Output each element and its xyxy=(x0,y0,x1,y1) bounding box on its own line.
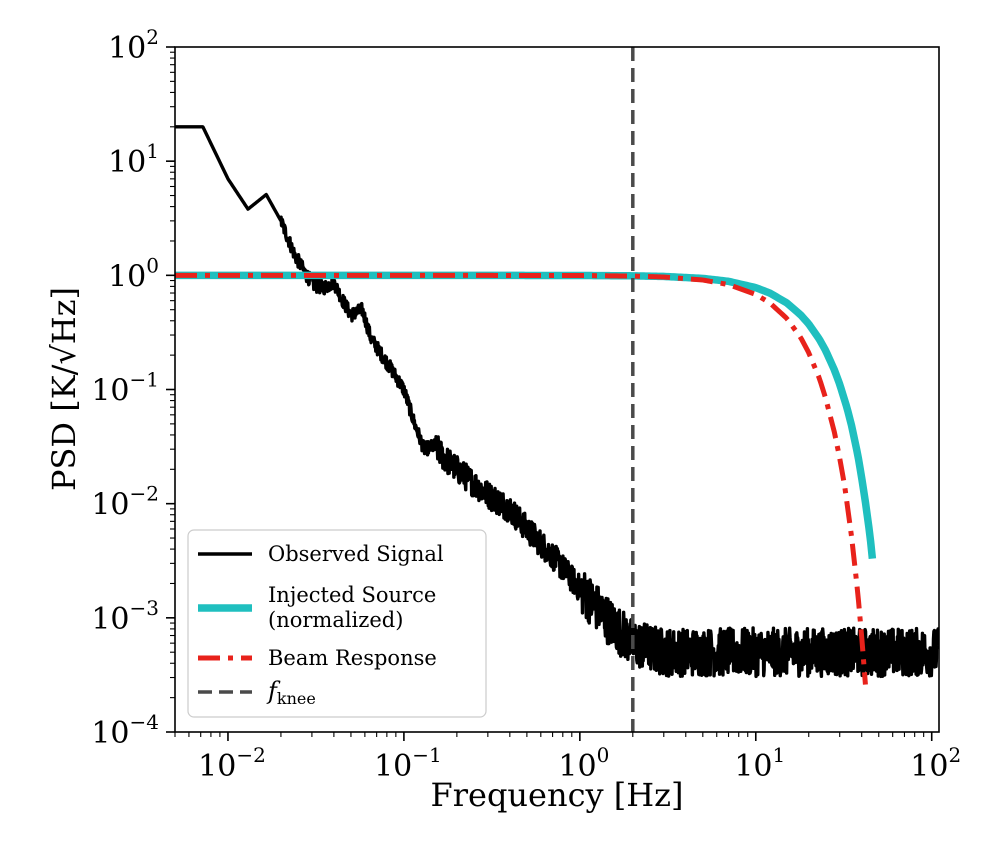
series-layer xyxy=(175,47,939,732)
y-tick-label: 10−4 xyxy=(91,710,159,751)
y-tick-label: 101 xyxy=(108,139,159,180)
y-axis-title: PSD [K/√Hz] xyxy=(45,287,83,491)
legend-label: Observed Signal xyxy=(268,542,444,566)
legend: Observed Signal Injected Source (normalize… xyxy=(187,529,487,718)
legend-label: Injected Source (normalized) xyxy=(268,583,436,632)
legend-box xyxy=(187,529,487,718)
y-tick-label: 10−3 xyxy=(91,596,159,637)
series-line-3 xyxy=(175,272,868,685)
x-tick-label: 100 xyxy=(558,743,609,784)
legend-label: Beam Response xyxy=(268,646,437,670)
x-axis-title: Frequency [Hz] xyxy=(431,776,684,814)
ticks-layer: 10−2 10−1 100 101 102 10−4 10−3 10−2 10−1 100 101 1… xyxy=(91,25,961,784)
y-tick-label: 100 xyxy=(108,253,159,294)
x-tick-label: 102 xyxy=(910,743,961,784)
x-tick-label: 10−2 xyxy=(198,743,266,784)
y-tick-label: 102 xyxy=(108,25,159,66)
y-tick-label: 10−2 xyxy=(91,482,159,523)
x-tick-label: 101 xyxy=(734,743,785,784)
series-line-1 xyxy=(175,125,939,679)
y-tick-label: 10−1 xyxy=(91,368,159,409)
x-tick-label: 10−1 xyxy=(374,743,442,784)
